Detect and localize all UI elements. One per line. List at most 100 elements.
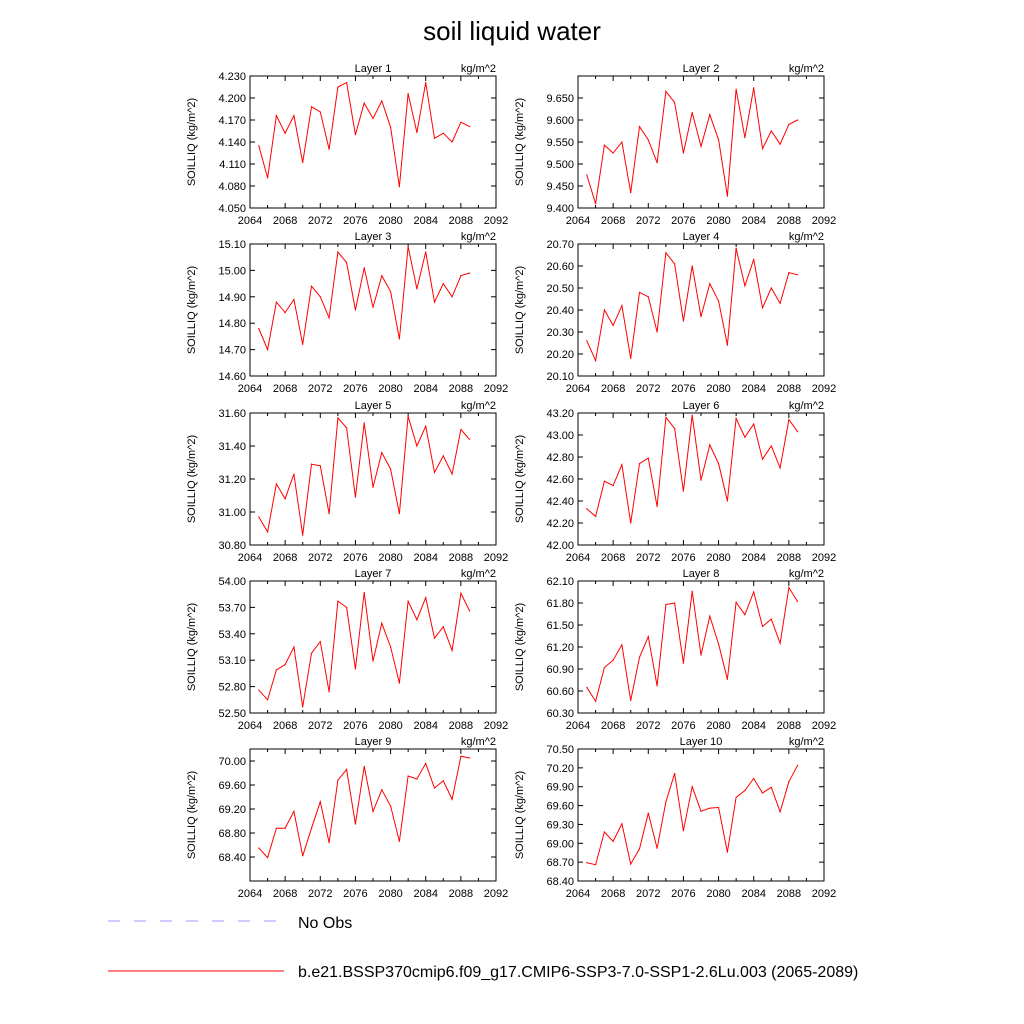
y-tick-label: 69.90 <box>546 782 574 794</box>
plot-frame <box>249 412 497 546</box>
data-point <box>319 465 321 467</box>
data-point <box>275 669 277 671</box>
data-point <box>682 490 685 492</box>
data-point <box>656 505 658 508</box>
x-tick-label: 2080 <box>706 888 730 900</box>
data-point <box>363 422 365 424</box>
data-point <box>346 427 348 429</box>
panel-title: Layer 10 <box>680 736 723 748</box>
x-tick-label: 2088 <box>777 552 801 564</box>
y-axis-label: SOILLIQ (kg/m^2) <box>186 435 198 523</box>
x-tick-label: 2088 <box>449 888 473 900</box>
data-point <box>328 691 330 693</box>
data-point <box>744 137 746 139</box>
data-point <box>638 126 641 128</box>
x-tick-label: 2072 <box>308 888 332 900</box>
y-tick-label: 53.70 <box>218 602 246 614</box>
y-axis-label: SOILLIQ (kg/m^2) <box>186 603 198 691</box>
x-tick-label: 2088 <box>777 215 801 227</box>
y-tick-label: 69.60 <box>546 801 574 813</box>
data-point <box>594 515 597 518</box>
x-tick-label: 2088 <box>777 383 801 395</box>
x-tick-label: 2084 <box>413 552 437 564</box>
y-tick-label: 69.60 <box>218 780 246 792</box>
panel-title: Layer 1 <box>355 63 392 75</box>
x-tick-label: 2080 <box>378 215 402 227</box>
y-tick-label: 9.650 <box>546 93 574 105</box>
x-tick-label: 2068 <box>273 888 297 900</box>
data-point <box>594 360 597 362</box>
x-tick-label: 2068 <box>273 215 297 227</box>
data-point <box>381 452 383 454</box>
y-tick-label: 42.80 <box>546 452 574 464</box>
x-tick-label: 2068 <box>601 383 625 395</box>
y-tick-label: 31.60 <box>218 408 246 420</box>
y-tick-label: 69.30 <box>546 819 574 831</box>
data-point <box>275 483 277 485</box>
data-point <box>398 186 400 188</box>
y-tick-label: 9.550 <box>546 137 574 149</box>
x-tick-label: 2084 <box>413 720 437 732</box>
x-tick-label: 2092 <box>484 552 508 564</box>
data-point <box>753 591 755 593</box>
x-tick-label: 2088 <box>449 552 473 564</box>
x-tick-label: 2084 <box>741 215 765 227</box>
data-point <box>612 840 614 843</box>
data-point <box>328 148 330 150</box>
panel-units: kg/m^2 <box>461 400 496 412</box>
data-point <box>398 682 400 684</box>
data-point <box>656 847 658 849</box>
data-point <box>416 778 418 780</box>
x-tick-label: 2064 <box>566 383 590 395</box>
series-line <box>586 415 799 524</box>
y-axis-label: SOILLIQ (kg/m^2) <box>514 771 526 859</box>
data-point <box>761 458 764 460</box>
y-tick-label: 70.00 <box>218 756 246 768</box>
data-point <box>469 757 471 759</box>
x-tick-label: 2072 <box>636 888 660 900</box>
panel-layer-5: 2064 2068 2072 2076 2080 2084 2088 2092 30.80 31.… <box>186 400 508 564</box>
data-point <box>372 306 374 308</box>
y-tick-label: 31.20 <box>218 474 246 486</box>
data-point <box>691 111 693 114</box>
data-point <box>709 444 711 446</box>
data-point <box>346 261 348 264</box>
data-point <box>398 513 400 515</box>
data-point <box>433 301 436 303</box>
data-point <box>603 480 605 482</box>
data-point <box>788 419 790 421</box>
data-point <box>709 283 711 285</box>
y-tick-label: 60.60 <box>546 686 574 698</box>
data-point <box>717 463 720 465</box>
x-tick-label: 2076 <box>343 888 367 900</box>
series-line <box>586 87 798 204</box>
legend-obs-label: No Obs <box>298 915 352 932</box>
data-point <box>469 610 471 612</box>
data-point <box>451 141 453 143</box>
x-tick-label: 2092 <box>484 720 508 732</box>
x-tick-label: 2076 <box>343 383 367 395</box>
data-point <box>700 316 702 318</box>
y-tick-label: 53.40 <box>218 629 246 641</box>
data-point <box>770 618 772 620</box>
x-tick-label: 2092 <box>812 888 836 900</box>
data-point <box>433 637 436 639</box>
data-point <box>612 485 614 487</box>
data-point <box>726 344 728 346</box>
y-tick-label: 9.600 <box>546 115 574 127</box>
y-tick-label: 20.70 <box>546 239 574 251</box>
data-point <box>779 811 781 813</box>
data-point <box>275 301 277 303</box>
panel-title: Layer 5 <box>355 400 392 412</box>
plot-frame <box>249 580 497 714</box>
data-point <box>310 652 313 654</box>
data-point <box>674 101 676 103</box>
data-point <box>451 798 453 801</box>
data-point <box>302 534 304 536</box>
data-point <box>621 305 623 307</box>
data-point <box>691 265 693 267</box>
data-point <box>275 115 277 117</box>
data-point <box>665 801 667 803</box>
panel-layer-3: 2064 2068 2072 2076 2080 2084 2088 2092 14.60 14.… <box>186 231 508 395</box>
data-point <box>717 806 720 809</box>
